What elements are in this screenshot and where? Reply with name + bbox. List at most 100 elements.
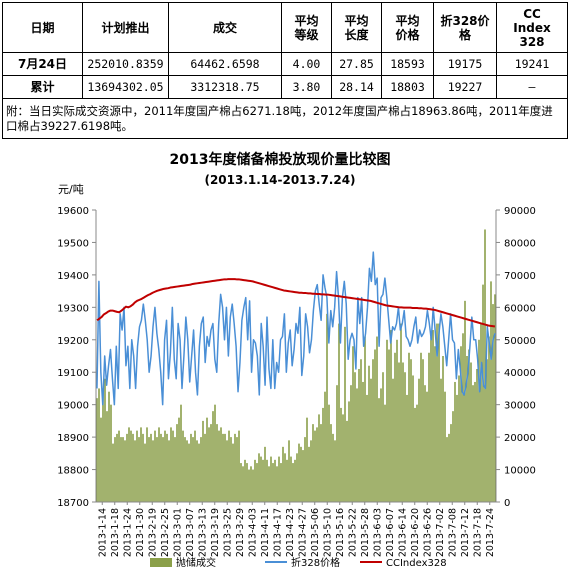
x-tick-label: 2013-5-28 (360, 508, 371, 557)
bar-mark (482, 284, 484, 502)
y-tick-label-right: 60000 (504, 303, 536, 314)
y-tick-label-right: 50000 (504, 336, 536, 347)
header-planned: 计划推出 (82, 2, 169, 53)
bar-series (96, 229, 496, 502)
bar-mark (404, 372, 406, 502)
bar-mark (418, 378, 420, 502)
bar-mark (158, 427, 160, 502)
bar-mark (358, 368, 360, 502)
bar-mark (368, 365, 370, 502)
bar-mark (322, 407, 324, 502)
x-tick-label: 2013-6-26 (422, 508, 433, 557)
bar-mark (350, 385, 352, 502)
bar-mark (234, 433, 236, 502)
bar-mark (406, 394, 408, 502)
bar-mark (248, 469, 250, 502)
bar-mark (288, 440, 290, 502)
bar-mark (478, 339, 480, 502)
x-tick-label: 2013-5-16 (335, 508, 346, 557)
bar-mark (250, 466, 252, 502)
x-tick-label: 2013-7-18 (472, 508, 483, 557)
table-cell: 13694302.05 (82, 75, 169, 99)
table-cell: 64462.6598 (168, 52, 282, 76)
x-tick-label: 2013-1-30 (135, 508, 146, 557)
bar-mark (102, 388, 104, 502)
bar-mark (326, 313, 328, 502)
x-tick-label: 2013-7-08 (447, 508, 458, 557)
y-tick-label-right: 30000 (504, 401, 536, 412)
bar-mark (228, 430, 230, 502)
bar-mark (430, 336, 432, 502)
x-tick-label: 2013-4-11 (260, 508, 271, 557)
bar-mark (376, 336, 378, 502)
bar-mark (190, 433, 192, 502)
bar-mark (452, 411, 454, 502)
bar-mark (292, 463, 294, 502)
bar-mark (488, 336, 490, 502)
bar-mark (408, 352, 410, 502)
bar-mark (362, 381, 364, 502)
y-tick-label-right: 0 (504, 498, 510, 509)
bar-mark (262, 459, 264, 502)
x-tick-label: 2013-5-22 (347, 508, 358, 557)
bar-mark (316, 427, 318, 502)
bar-mark (422, 359, 424, 502)
bar-mark (218, 430, 220, 502)
bar-mark (244, 459, 246, 502)
header-deal: 成交 (168, 2, 282, 53)
bar-mark (442, 356, 444, 502)
bar-mark (130, 430, 132, 502)
bar-mark (136, 430, 138, 502)
bar-mark (182, 430, 184, 502)
summary-table: 日期 计划推出 成交 平均 等级 平均 长度 平均 价格 折328价格 CC Index… (2, 2, 568, 139)
y-tick-label-left: 19600 (57, 206, 89, 217)
table-cell: 19241 (496, 52, 568, 76)
bar-mark (396, 339, 398, 502)
bar-mark (332, 433, 334, 502)
bar-mark (394, 352, 396, 502)
bar-mark (306, 417, 308, 502)
bar-mark (470, 362, 472, 502)
bar-mark (272, 463, 274, 502)
legend: 抛储成交 折328价格 CCIndex328 (150, 556, 447, 569)
bar-mark (372, 359, 374, 502)
bar-mark (124, 440, 126, 502)
y-tick-label-left: 18800 (57, 466, 89, 477)
y-tick-label-left: 19400 (57, 271, 89, 282)
bar-mark (284, 453, 286, 502)
bar-mark (492, 304, 494, 502)
bar-mark (494, 294, 496, 502)
bar-mark (390, 330, 392, 502)
bar-mark (464, 300, 466, 502)
x-tick-label: 2013-7-12 (460, 508, 471, 557)
legend-label: 折328价格 (291, 556, 340, 569)
bar-mark (154, 430, 156, 502)
bar-mark (370, 378, 372, 502)
x-tick-label: 2013-3-01 (172, 508, 183, 557)
bar-mark (354, 372, 356, 502)
bar-mark (474, 381, 476, 502)
x-tick-label: 2013-6-14 (397, 508, 408, 557)
x-tick-label: 2013-3-13 (197, 508, 208, 557)
bar-mark (144, 443, 146, 502)
bar-mark (118, 430, 120, 502)
bar-mark (338, 323, 340, 502)
table-note: 附：当日实际成交资源中，2011年度国产棉占6271.18吨，2012年度国产棉… (2, 98, 568, 139)
x-tick-label: 2013-4-27 (297, 508, 308, 557)
y-tick-label-left: 19200 (57, 336, 89, 347)
bar-mark (176, 424, 178, 502)
header-cc-index: CC Index 328 (496, 2, 568, 53)
x-tick-label: 2013-2-19 (147, 508, 158, 557)
bar-mark (170, 427, 172, 502)
bar-mark (146, 427, 148, 502)
bar-mark (150, 433, 152, 502)
bar-mark (224, 433, 226, 502)
bar-mark (210, 424, 212, 502)
bar-mark (414, 407, 416, 502)
bar-mark (242, 466, 244, 502)
bar-mark (192, 437, 194, 502)
x-tick-label: 2013-4-23 (285, 508, 296, 557)
bar-mark (456, 394, 458, 502)
table-cell: 3312318.75 (168, 75, 282, 99)
bar-mark (352, 346, 354, 502)
